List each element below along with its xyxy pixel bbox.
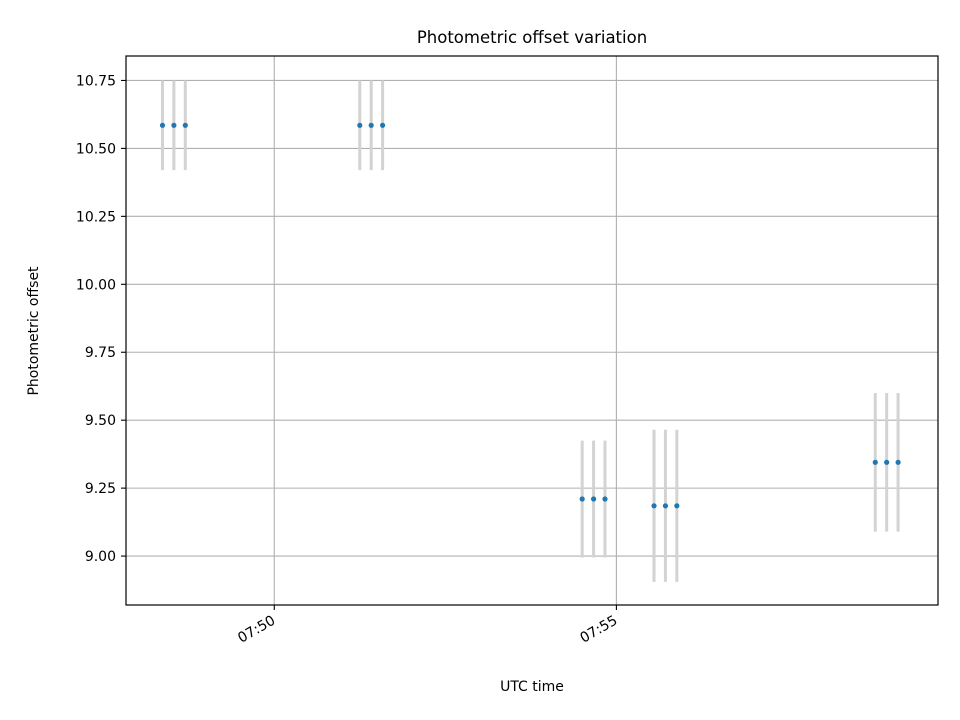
y-axis-ticks: 9.00 9.25 9.50 9.75 10.00 10.25 10.50 10.75 [76,73,126,565]
data-point [662,503,669,509]
data-point [602,496,608,502]
data-points [159,122,901,509]
data-point [884,459,890,465]
y-tick-label: 9.50 [85,413,116,429]
y-tick-label: 10.00 [76,277,116,293]
data-point [895,459,901,465]
plot-frame [125,55,939,606]
data-point [651,503,657,509]
data-point [872,459,878,465]
chart-title: Photometric offset variation [417,28,647,47]
y-tick-label: 9.25 [85,481,116,497]
data-point [579,496,585,502]
x-axis-label: UTC time [500,679,564,695]
data-point [368,122,374,128]
data-point [380,122,386,128]
y-tick-label: 9.00 [85,549,116,565]
y-tick-label: 10.75 [76,73,116,89]
y-tick-label: 10.25 [76,209,116,225]
data-point [159,122,166,128]
grid [126,56,938,605]
data-point [590,496,597,502]
y-tick-label: 10.50 [76,141,116,157]
data-point [182,122,188,128]
data-point [674,503,680,509]
y-tick-label: 9.75 [85,345,116,361]
data-point [357,122,363,128]
data-point [171,122,177,128]
y-axis-label: Photometric offset [26,266,42,396]
